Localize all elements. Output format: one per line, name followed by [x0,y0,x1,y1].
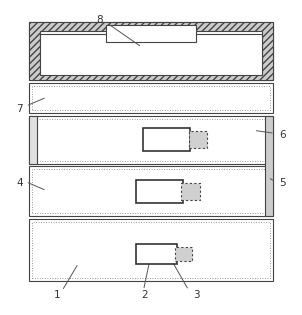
Text: 3: 3 [193,290,200,300]
Text: 1: 1 [54,290,61,300]
Bar [32,221,270,278]
Text: 4: 4 [16,178,23,188]
Bar [40,34,262,75]
Bar [32,86,270,110]
Text: 6: 6 [279,130,286,140]
Bar [29,22,273,81]
Bar [29,116,273,163]
Bar [106,25,196,42]
Bar [32,119,270,161]
Bar [265,116,273,216]
Bar [29,166,273,216]
Text: 5: 5 [279,178,286,188]
Text: 2: 2 [142,290,148,300]
Bar [143,128,190,151]
Bar [29,116,37,163]
Bar [40,31,262,73]
Text: 7: 7 [16,104,23,114]
Bar [32,169,270,213]
Text: 8: 8 [96,15,103,25]
Bar [136,180,183,203]
Bar [189,131,207,147]
Bar [175,247,192,261]
Bar [181,183,200,200]
Bar [29,83,273,113]
Bar [136,244,177,264]
Bar [29,22,273,81]
Bar [29,219,273,281]
